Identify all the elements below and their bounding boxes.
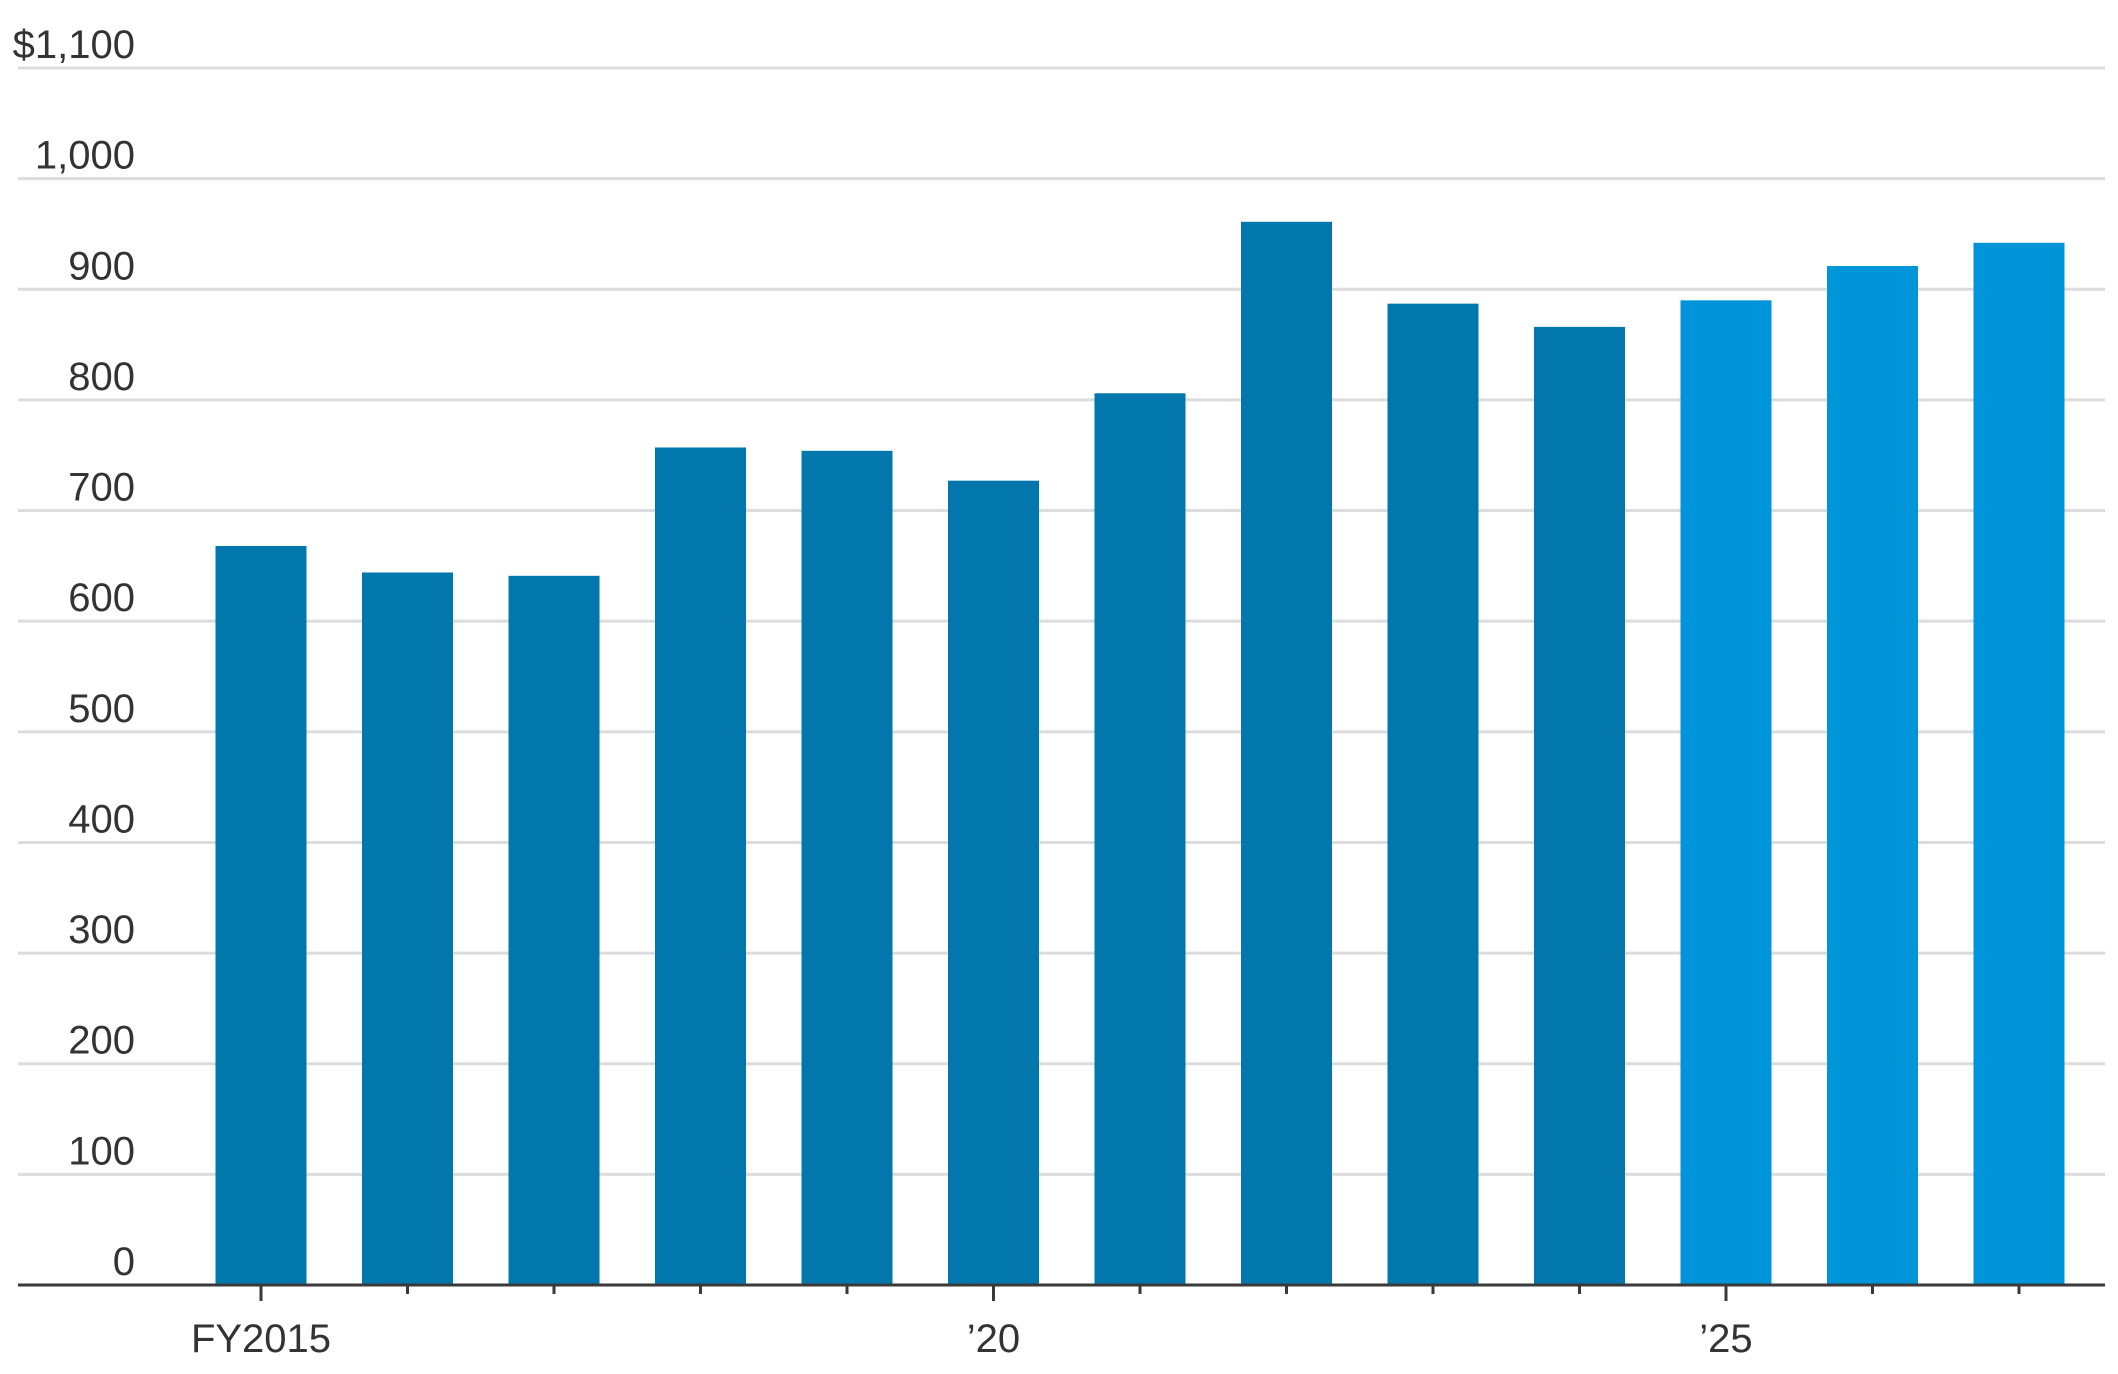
x-axis-ticks: FY2015 ’20 ’25 <box>191 1285 2021 1361</box>
y-tick-label: 400 <box>68 797 135 841</box>
bars <box>215 221 2065 1286</box>
bar-2026 <box>1827 266 1918 1286</box>
x-tick-label: FY2015 <box>191 1317 331 1361</box>
bar-2019 <box>801 450 893 1285</box>
y-axis-labels: 0 100 200 300 400 500 600 700 800 900 1,000 $1,100 <box>13 23 135 1284</box>
y-tick-label: $1,100 <box>13 23 135 67</box>
y-tick-label: 600 <box>68 576 135 620</box>
x-tick-label: ’20 <box>967 1317 1020 1361</box>
y-tick-label: 500 <box>68 687 135 731</box>
bar-2015 <box>215 545 307 1285</box>
bar-2018 <box>655 447 746 1285</box>
y-tick-label: 200 <box>68 1019 135 1063</box>
bar-2024 <box>1534 326 1625 1285</box>
y-tick-label: 1,000 <box>35 134 135 178</box>
bar-2021 <box>1094 393 1186 1286</box>
bar-2020 <box>948 480 1039 1285</box>
x-tick-label: ’25 <box>1699 1317 1752 1361</box>
y-tick-label: 800 <box>68 355 135 399</box>
bar-2017 <box>508 575 600 1285</box>
bar-2016 <box>362 572 453 1285</box>
y-tick-label: 900 <box>68 244 135 288</box>
bar-2023 <box>1387 303 1479 1285</box>
y-tick-label: 100 <box>68 1129 135 1173</box>
y-tick-label: 700 <box>68 466 135 510</box>
y-tick-label: 300 <box>68 908 135 952</box>
bar-2027 <box>1973 242 2065 1286</box>
bar-2025 <box>1680 300 1772 1285</box>
gridlines <box>18 66 2105 1176</box>
bar-2022 <box>1241 221 1332 1285</box>
y-tick-label: 0 <box>113 1240 135 1284</box>
